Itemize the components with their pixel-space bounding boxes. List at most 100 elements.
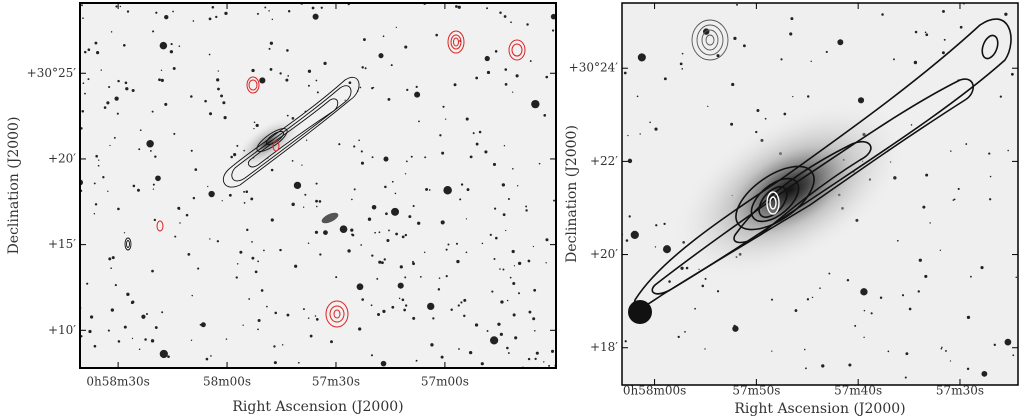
star <box>216 240 220 243</box>
star <box>139 129 142 132</box>
x-tick-label: 58m00s <box>203 375 251 389</box>
star <box>174 235 177 238</box>
star <box>220 94 224 98</box>
star <box>465 218 468 220</box>
star <box>318 200 322 203</box>
star <box>803 348 806 351</box>
star <box>680 266 684 270</box>
star <box>208 17 212 21</box>
star <box>980 266 984 270</box>
star <box>270 218 274 222</box>
star <box>412 316 416 320</box>
star <box>863 309 866 312</box>
star <box>789 32 793 36</box>
star <box>551 29 555 32</box>
x-tick-label: 57m00s <box>421 375 469 389</box>
star <box>457 304 460 307</box>
star <box>264 6 267 9</box>
star <box>108 257 112 261</box>
star <box>424 156 427 159</box>
star <box>268 10 270 12</box>
star <box>957 187 960 191</box>
star <box>253 121 256 124</box>
star <box>655 224 658 227</box>
star <box>534 357 537 361</box>
star <box>412 260 414 263</box>
star <box>383 156 389 162</box>
star <box>495 236 498 240</box>
star <box>981 370 988 377</box>
star <box>684 331 686 333</box>
star <box>97 164 100 167</box>
star <box>356 283 364 291</box>
star <box>412 262 415 266</box>
star <box>160 78 164 82</box>
star <box>404 45 408 49</box>
star <box>248 298 251 300</box>
star <box>731 82 735 87</box>
star <box>359 86 362 89</box>
star <box>417 221 421 225</box>
star <box>222 101 226 105</box>
star <box>98 159 100 161</box>
star <box>339 225 348 234</box>
star <box>517 292 521 295</box>
star <box>679 62 683 66</box>
star <box>123 232 126 234</box>
star <box>533 288 537 292</box>
star <box>108 85 111 89</box>
star <box>663 77 667 81</box>
star <box>225 338 228 340</box>
star <box>141 314 146 319</box>
star <box>736 3 738 6</box>
star <box>940 347 943 350</box>
star <box>993 343 996 347</box>
left-frame <box>79 2 557 369</box>
star <box>251 241 253 243</box>
star <box>486 330 489 332</box>
x-tick-label: 57m50s <box>732 384 780 398</box>
star <box>221 200 223 202</box>
star <box>223 116 227 120</box>
star <box>390 64 393 67</box>
star <box>913 60 918 65</box>
y-axis-label: Declination (J2000) <box>564 125 580 263</box>
star <box>514 336 518 340</box>
star <box>716 54 720 58</box>
star <box>532 317 536 321</box>
star <box>764 117 767 120</box>
star <box>497 322 501 326</box>
star <box>159 41 168 50</box>
star <box>623 71 627 75</box>
star <box>966 315 971 320</box>
star <box>187 252 191 256</box>
star <box>545 262 547 264</box>
star <box>286 313 290 317</box>
star <box>925 33 929 37</box>
star <box>347 249 351 253</box>
star <box>230 155 233 159</box>
star <box>412 204 415 208</box>
star <box>457 5 461 9</box>
star <box>806 95 810 98</box>
star <box>285 78 289 82</box>
star <box>453 83 457 87</box>
star <box>525 205 528 208</box>
star <box>404 233 408 237</box>
star <box>406 88 409 92</box>
star <box>846 278 850 282</box>
star <box>806 298 810 301</box>
star <box>494 50 498 53</box>
star <box>110 308 115 312</box>
star <box>124 81 128 85</box>
star <box>102 176 105 179</box>
star <box>805 367 807 370</box>
star <box>988 152 991 155</box>
star <box>649 121 651 124</box>
star <box>382 309 386 313</box>
star <box>307 84 310 87</box>
star <box>256 12 259 15</box>
star <box>399 265 403 269</box>
star <box>126 10 130 13</box>
star <box>965 143 968 145</box>
